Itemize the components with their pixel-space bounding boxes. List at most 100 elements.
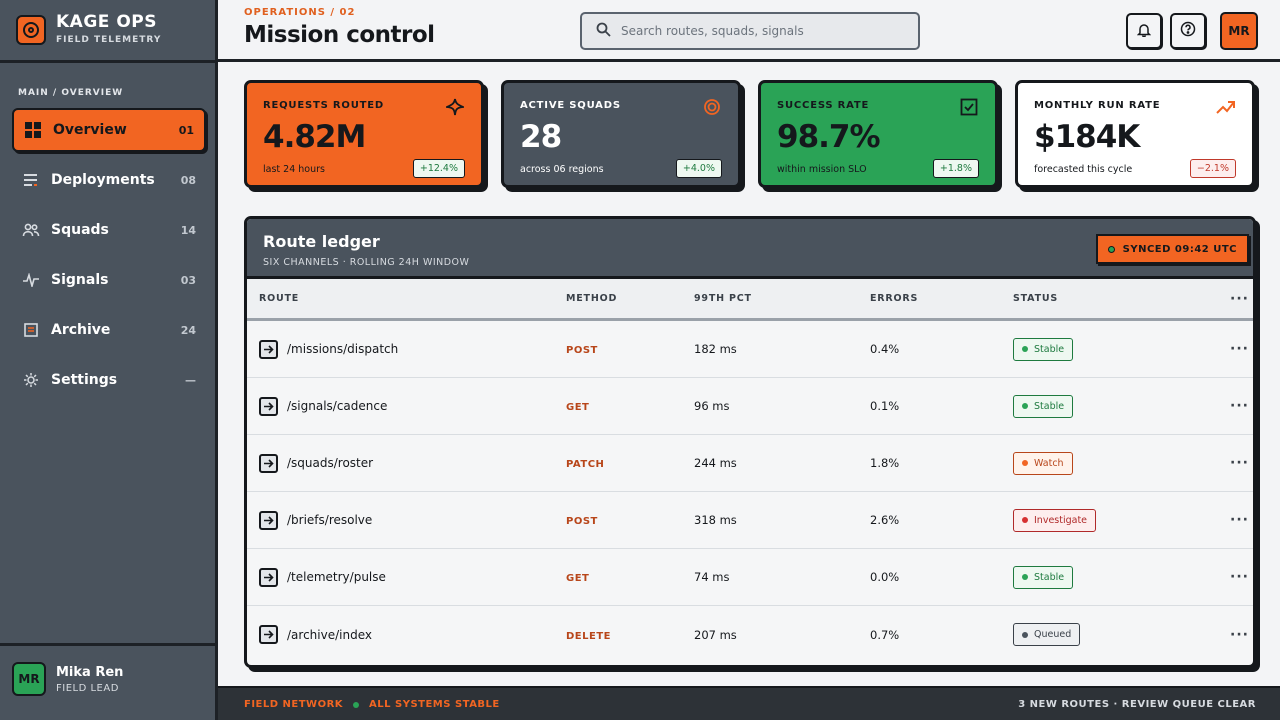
cell-pct: 207 ms bbox=[694, 627, 737, 642]
sidebar-item-settings[interactable]: Settings — bbox=[12, 358, 206, 402]
status-dot-icon bbox=[1022, 574, 1028, 580]
cell-route: /archive/index bbox=[247, 625, 566, 644]
route-path[interactable]: /briefs/resolve bbox=[287, 513, 373, 527]
kpi-delta-badge: +1.8% bbox=[932, 159, 979, 178]
search-box[interactable] bbox=[580, 12, 920, 50]
column-header-method[interactable]: METHOD bbox=[566, 293, 618, 304]
row-actions-button[interactable]: ··· bbox=[1193, 512, 1253, 528]
more-horizontal-icon: ··· bbox=[1230, 626, 1249, 643]
footer-systems-status: ALL SYSTEMS STABLE bbox=[369, 699, 500, 710]
table-row[interactable]: /signals/cadence GET 96 ms 0.1% Stable ··· bbox=[247, 378, 1253, 435]
synced-badge[interactable]: SYNCED 09:42 UTC bbox=[1095, 234, 1249, 264]
http-method: GET bbox=[566, 573, 590, 584]
row-actions-button[interactable]: ··· bbox=[1193, 627, 1253, 643]
kpi-card-requests[interactable]: REQUESTS ROUTED 4.82M last 24 hours +12.… bbox=[244, 80, 484, 188]
footer-summary: 3 NEW ROUTES · REVIEW QUEUE CLEAR bbox=[1018, 699, 1256, 710]
sidebar-item-label: Squads bbox=[51, 222, 109, 238]
sidebar-nav: Overview 01 Deployments 08 Squads 14 Sig… bbox=[12, 108, 206, 408]
column-header-status[interactable]: STATUS bbox=[1013, 293, 1059, 304]
brand-subtitle: FIELD TELEMETRY bbox=[56, 35, 162, 45]
status-label: Stable bbox=[1034, 400, 1065, 412]
arrow-right-icon[interactable] bbox=[259, 625, 278, 644]
status-dot-icon bbox=[1022, 403, 1028, 409]
sidebar-item-count: 08 bbox=[180, 173, 196, 187]
arrow-right-icon[interactable] bbox=[259, 567, 278, 587]
kpi-value: $184K bbox=[1034, 119, 1140, 155]
cell-route: /squads/roster bbox=[247, 453, 566, 473]
route-ledger: Route ledger SIX CHANNELS · ROLLING 24H … bbox=[244, 216, 1256, 668]
arrow-right-icon[interactable] bbox=[259, 510, 278, 530]
sidebar-item-archive[interactable]: Archive 24 bbox=[12, 308, 206, 352]
table-row[interactable]: /squads/roster PATCH 244 ms 1.8% Watch ··· bbox=[247, 435, 1253, 492]
cell-method: POST bbox=[566, 513, 694, 527]
header-avatar-button[interactable]: MR bbox=[1220, 12, 1258, 50]
sidebar-item-deployments[interactable]: Deployments 08 bbox=[12, 158, 206, 202]
sidebar-item-label: Signals bbox=[51, 272, 109, 288]
row-actions-button[interactable]: ··· bbox=[1193, 569, 1253, 585]
table-row[interactable]: /archive/index DELETE 207 ms 0.7% Queued ··· bbox=[247, 606, 1253, 663]
arrow-right-icon[interactable] bbox=[259, 339, 278, 359]
row-actions-button[interactable]: ··· bbox=[1193, 341, 1253, 357]
sidebar-item-signals[interactable]: Signals 03 bbox=[12, 258, 206, 302]
arrow-right-icon[interactable] bbox=[259, 453, 278, 473]
status-label: Stable bbox=[1034, 571, 1065, 583]
ledger-title: Route ledger bbox=[263, 232, 380, 251]
list-icon bbox=[22, 171, 40, 189]
column-header-errors[interactable]: ERRORS bbox=[870, 293, 919, 304]
column-header-route[interactable]: ROUTE bbox=[259, 293, 300, 304]
kpi-subtext: within mission SLO bbox=[777, 164, 867, 175]
column-header-pct[interactable]: 99TH PCT bbox=[694, 293, 752, 304]
cell-method: POST bbox=[566, 342, 694, 356]
kpi-card-success[interactable]: SUCCESS RATE 98.7% within mission SLO +1… bbox=[758, 80, 998, 188]
sidebar-item-label: Deployments bbox=[51, 172, 155, 188]
table-body: /missions/dispatch POST 182 ms 0.4% Stable ··… bbox=[247, 321, 1253, 663]
cell-route: /signals/cadence bbox=[247, 396, 566, 416]
sidebar: KAGE OPS FIELD TELEMETRY MAIN / OVERVIEW… bbox=[0, 0, 218, 720]
arrow-right-icon[interactable] bbox=[259, 396, 278, 416]
cell-route: /telemetry/pulse bbox=[247, 567, 566, 587]
kpi-card-run-rate[interactable]: MONTHLY RUN RATE $184K forecasted this c… bbox=[1015, 80, 1255, 188]
synced-label: SYNCED 09:42 UTC bbox=[1122, 243, 1237, 255]
table-row[interactable]: /telemetry/pulse GET 74 ms 0.0% Stable ··· bbox=[247, 549, 1253, 606]
kpi-delta-badge: −2.1% bbox=[1189, 159, 1236, 178]
archive-icon bbox=[22, 321, 40, 339]
sidebar-item-count: — bbox=[185, 373, 196, 387]
sidebar-item-squads[interactable]: Squads 14 bbox=[12, 208, 206, 252]
kpi-card-squads[interactable]: ACTIVE SQUADS 28 across 06 regions +4.0% bbox=[501, 80, 741, 188]
table-row[interactable]: /briefs/resolve POST 318 ms 2.6% Investigate… bbox=[247, 492, 1253, 549]
user-profile[interactable]: MR Mika Ren FIELD LEAD bbox=[12, 662, 123, 696]
table-options-button[interactable]: ··· bbox=[1193, 291, 1253, 307]
checkbox-icon bbox=[959, 97, 979, 117]
cell-pct: 318 ms bbox=[694, 513, 737, 527]
cell-status: Stable bbox=[1013, 565, 1193, 589]
cell-pct: 74 ms bbox=[694, 570, 730, 584]
row-actions-button[interactable]: ··· bbox=[1193, 398, 1253, 414]
sidebar-item-overview[interactable]: Overview 01 bbox=[12, 108, 206, 152]
route-path[interactable]: /squads/roster bbox=[287, 456, 374, 470]
search-input[interactable] bbox=[621, 24, 901, 38]
route-path[interactable]: /archive/index bbox=[287, 627, 372, 642]
help-button[interactable] bbox=[1170, 13, 1206, 49]
brand[interactable]: KAGE OPS FIELD TELEMETRY bbox=[16, 14, 161, 45]
sidebar-item-count: 03 bbox=[180, 273, 196, 287]
route-path[interactable]: /missions/dispatch bbox=[287, 342, 399, 356]
status-badge: Queued bbox=[1013, 623, 1081, 646]
route-path[interactable]: /telemetry/pulse bbox=[287, 570, 386, 584]
notifications-button[interactable] bbox=[1126, 13, 1162, 49]
footer-network-label: FIELD NETWORK bbox=[244, 699, 344, 710]
row-actions-button[interactable]: ··· bbox=[1193, 455, 1253, 471]
route-path[interactable]: /signals/cadence bbox=[287, 399, 388, 413]
cell-status: Investigate bbox=[1013, 508, 1193, 532]
status-label: Stable bbox=[1034, 343, 1065, 355]
cell-errors: 0.0% bbox=[870, 570, 900, 584]
status-dot-icon bbox=[1022, 346, 1028, 352]
cell-status: Stable bbox=[1013, 394, 1193, 418]
table-row[interactable]: /missions/dispatch POST 182 ms 0.4% Stable ··… bbox=[247, 321, 1253, 378]
user-role: FIELD LEAD bbox=[56, 682, 119, 694]
sidebar-item-label: Archive bbox=[51, 322, 111, 338]
kpi-label: SUCCESS RATE bbox=[777, 100, 870, 111]
pulse-icon bbox=[22, 271, 40, 289]
cell-method: GET bbox=[566, 570, 694, 584]
breadcrumb: OPERATIONS / 02 bbox=[244, 7, 356, 18]
http-method: DELETE bbox=[566, 630, 611, 642]
